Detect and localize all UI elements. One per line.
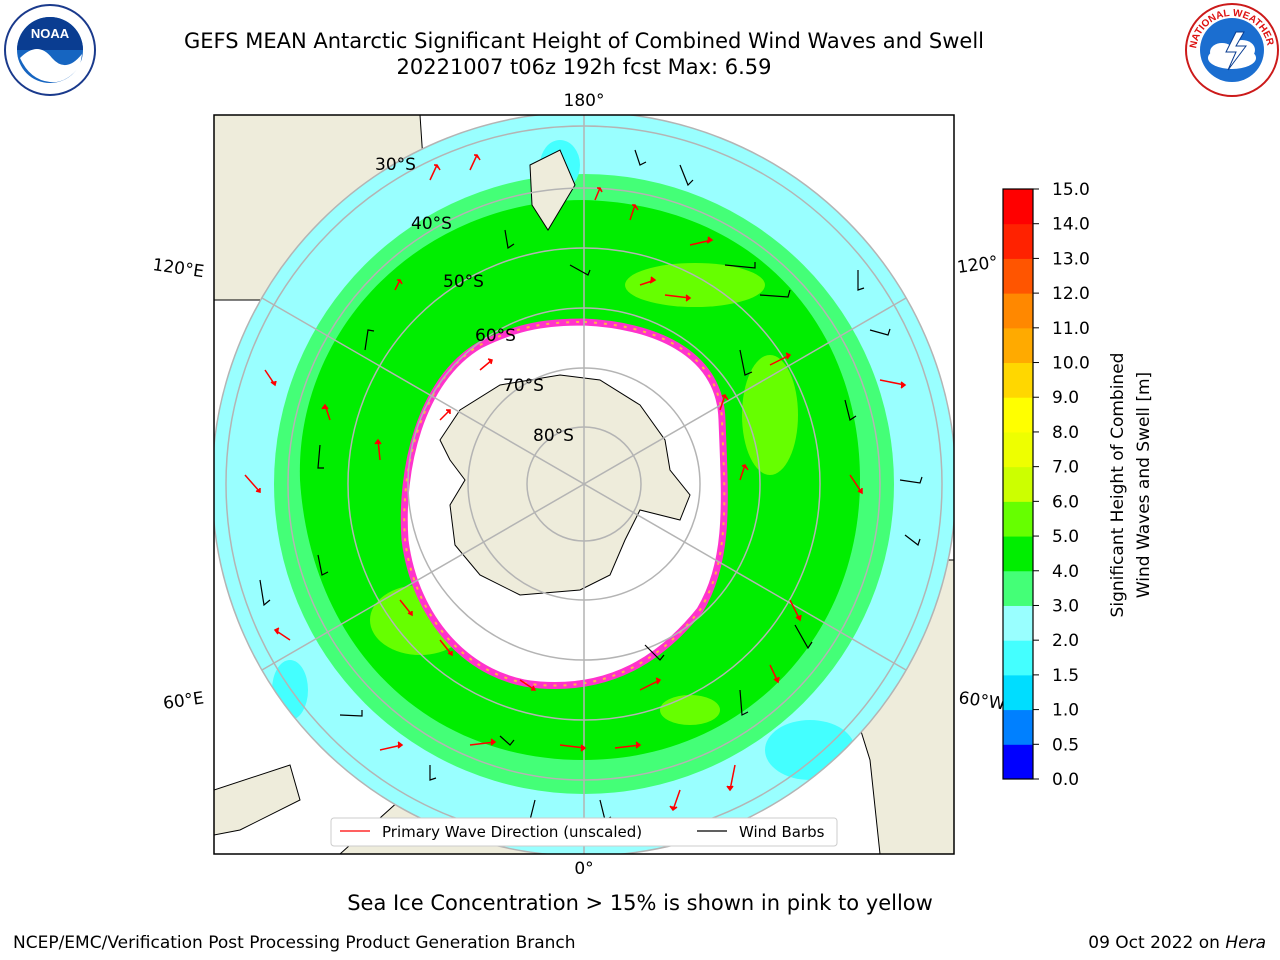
legend-wave-label: Primary Wave Direction (unscaled)	[382, 823, 642, 841]
colorbar-tick-label: 3.0	[1052, 596, 1079, 616]
colorbar-tick-label: 0.5	[1052, 735, 1079, 755]
svg-text:NATIONAL WEATHER SERVICE: NATIONAL WEATHER SERVICE	[0, 0, 1276, 49]
colorbar-tick-label: 9.0	[1052, 388, 1079, 408]
colorbar-tick-label: 6.0	[1052, 492, 1079, 512]
lat-label-70: 70°S	[503, 376, 544, 396]
colorbar-tick-label: 0.0	[1052, 770, 1079, 790]
lon-label-0: 0°	[574, 859, 593, 879]
chart-title: GEFS MEAN Antarctic Significant Height o…	[183, 29, 985, 53]
noaa-logo: NOAA	[4, 4, 96, 96]
colorbar-tick-label: 7.0	[1052, 458, 1079, 478]
colorbar-segment	[1003, 536, 1033, 572]
colorbar-tick-label: 12.0	[1052, 284, 1090, 304]
colorbar-segment	[1003, 293, 1033, 329]
colorbar-tick-label: 1.5	[1052, 666, 1079, 686]
colorbar-tick-label: 11.0	[1052, 319, 1090, 339]
colorbar-segment	[1003, 223, 1033, 259]
colorbar-segment	[1003, 466, 1033, 502]
colorbar-segment	[1003, 362, 1033, 398]
lat-label-30: 30°S	[375, 155, 416, 175]
colorbar: 0.0 0.5 1.0 1.5 2.0 3.0 4.0 5.0 6.0 7.0 8.0 9.0 10.0…	[1002, 180, 1154, 790]
colorbar-segment	[1003, 327, 1033, 364]
colorbar-segment	[1003, 709, 1033, 745]
colorbar-tick-label: 5.0	[1052, 527, 1079, 547]
lat-label-80: 80°S	[533, 426, 574, 446]
colorbar-title-line1: Significant Height of Combined	[1108, 353, 1128, 618]
legend-barb-label: Wind Barbs	[739, 823, 825, 841]
lat-label-40: 40°S	[411, 214, 452, 234]
map-panel: 30°S 40°S 50°S 60°S 70°S 80°S Primary Wa…	[214, 115, 954, 854]
colorbar-segment	[1003, 397, 1033, 433]
colorbar-tick-label: 14.0	[1052, 215, 1090, 235]
colorbar-segment	[1003, 744, 1033, 780]
lon-label-120w: 120°	[956, 252, 999, 278]
colorbar-tick-label: 15.0	[1052, 180, 1090, 200]
lon-label-120e: 120°E	[151, 255, 205, 282]
colorbar-title-line2: Wind Waves and Swell [m]	[1134, 372, 1154, 598]
footer-branch: NCEP/EMC/Verification Post Processing Pr…	[13, 933, 576, 953]
map-frame	[213, 114, 955, 855]
colorbar-segment	[1003, 674, 1033, 711]
lon-label-180: 180°	[564, 91, 605, 111]
colorbar-tick-label: 10.0	[1052, 354, 1090, 374]
colorbar-segment	[1003, 189, 1033, 225]
colorbar-tick-label: 1.0	[1052, 701, 1079, 721]
colorbar-tick-label: 8.0	[1052, 423, 1079, 443]
colorbar-tick-label: 4.0	[1052, 562, 1079, 582]
colorbar-tick-label: 13.0	[1052, 249, 1090, 269]
sea-ice-note: Sea Ice Concentration > 15% is shown in …	[347, 891, 933, 915]
antarctica-land	[439, 374, 691, 596]
lat-labels: 30°S 40°S 50°S 60°S 70°S 80°S	[375, 155, 574, 446]
colorbar-segment	[1003, 640, 1033, 676]
footer-date-text: 09 Oct 2022 on	[1088, 933, 1226, 953]
colorbar-tick-label: 2.0	[1052, 631, 1079, 651]
nws-logo: NATIONAL WEATHER SERVICE	[0, 0, 1279, 97]
colorbar-segment	[1003, 570, 1033, 606]
madagascar-land	[214, 764, 301, 836]
wave-arrows	[244, 154, 907, 812]
colorbar-segment	[1003, 501, 1033, 537]
chart-subtitle: 20221007 t06z 192h fcst Max: 6.59	[396, 55, 772, 79]
lon-label-60e: 60°E	[162, 688, 205, 713]
lon-label-60w: 60°W	[957, 688, 1006, 714]
lat-label-60: 60°S	[475, 326, 516, 346]
wind-barbs	[259, 149, 923, 821]
colorbar-segment	[1003, 258, 1033, 294]
colorbar-segment	[1003, 605, 1033, 641]
lat-label-50: 50°S	[443, 272, 484, 292]
noaa-logo-text: NOAA	[31, 26, 70, 41]
colorbar-segment	[1003, 431, 1033, 468]
footer-date: 09 Oct 2022 on Hera	[1088, 933, 1266, 953]
footer-machine: Hera	[1225, 933, 1266, 953]
map-legend: Primary Wave Direction (unscaled) Wind B…	[330, 817, 838, 847]
